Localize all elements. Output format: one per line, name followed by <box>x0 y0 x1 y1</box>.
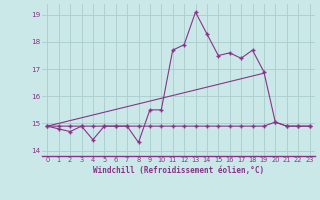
X-axis label: Windchill (Refroidissement éolien,°C): Windchill (Refroidissement éolien,°C) <box>93 166 264 175</box>
